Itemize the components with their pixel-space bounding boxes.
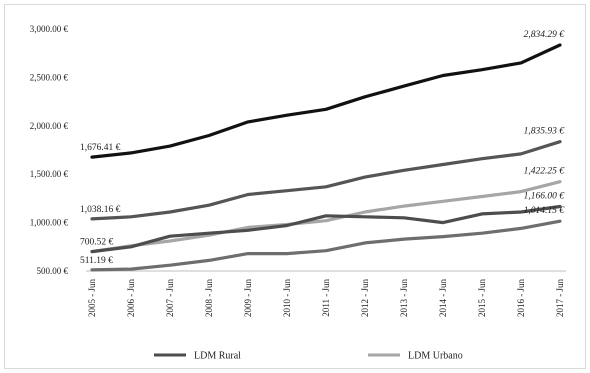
- y-tick-label: 1,500.00 €: [30, 169, 69, 179]
- data-label: 2,834.29 €: [524, 30, 566, 40]
- data-label: 511.19 €: [80, 256, 113, 266]
- x-tick-label: 2005 - Jun: [87, 279, 97, 317]
- data-label: 1,676.41 €: [80, 143, 121, 153]
- data-label: 1,038.16 €: [80, 205, 121, 215]
- series-line-s4: [90, 204, 562, 254]
- data-label: 1,422.25 €: [524, 167, 566, 177]
- x-tick-label: 2010 - Jun: [282, 279, 292, 317]
- x-tick-label: 2007 - Jun: [165, 279, 175, 317]
- y-tick-label: 3,000.00 €: [30, 24, 69, 34]
- x-tick-label: 2009 - Jun: [243, 279, 253, 317]
- series-line-s5: [90, 219, 562, 272]
- x-tick-label: 2011 - Jun: [321, 279, 331, 317]
- y-tick-label: 2,000.00 €: [30, 121, 69, 131]
- x-tick-label: 2016 - Jun: [516, 279, 526, 317]
- series-line-s1: [90, 43, 562, 159]
- data-label: 1,166.00 €: [524, 192, 566, 202]
- x-tick-label: 2012 - Jun: [360, 279, 370, 317]
- x-tick-label: 2006 - Jun: [126, 279, 136, 317]
- chart-frame: [4, 4, 586, 369]
- data-label: 1,835.93 €: [524, 127, 566, 137]
- x-tick-label: 2013 - Jun: [399, 279, 409, 317]
- y-tick-label: 1,000.00 €: [30, 218, 69, 228]
- x-tick-label: 2014 - Jun: [438, 279, 448, 317]
- series-line-s2: [90, 140, 562, 221]
- legend-label: LDM Rural: [194, 351, 241, 362]
- y-tick-label: 2,500.00 €: [30, 72, 69, 82]
- legend-label: LDM Urbano: [408, 351, 463, 362]
- x-tick-label: 2017 - Jun: [555, 279, 565, 317]
- series-line-s3: [90, 180, 562, 254]
- x-tick-label: 2015 - Jun: [477, 279, 487, 317]
- data-label: 1,014.15 €: [524, 206, 566, 216]
- data-label: 700.52 €: [80, 238, 114, 248]
- x-tick-label: 2008 - Jun: [204, 279, 214, 317]
- y-tick-label: 500.00 €: [37, 266, 69, 276]
